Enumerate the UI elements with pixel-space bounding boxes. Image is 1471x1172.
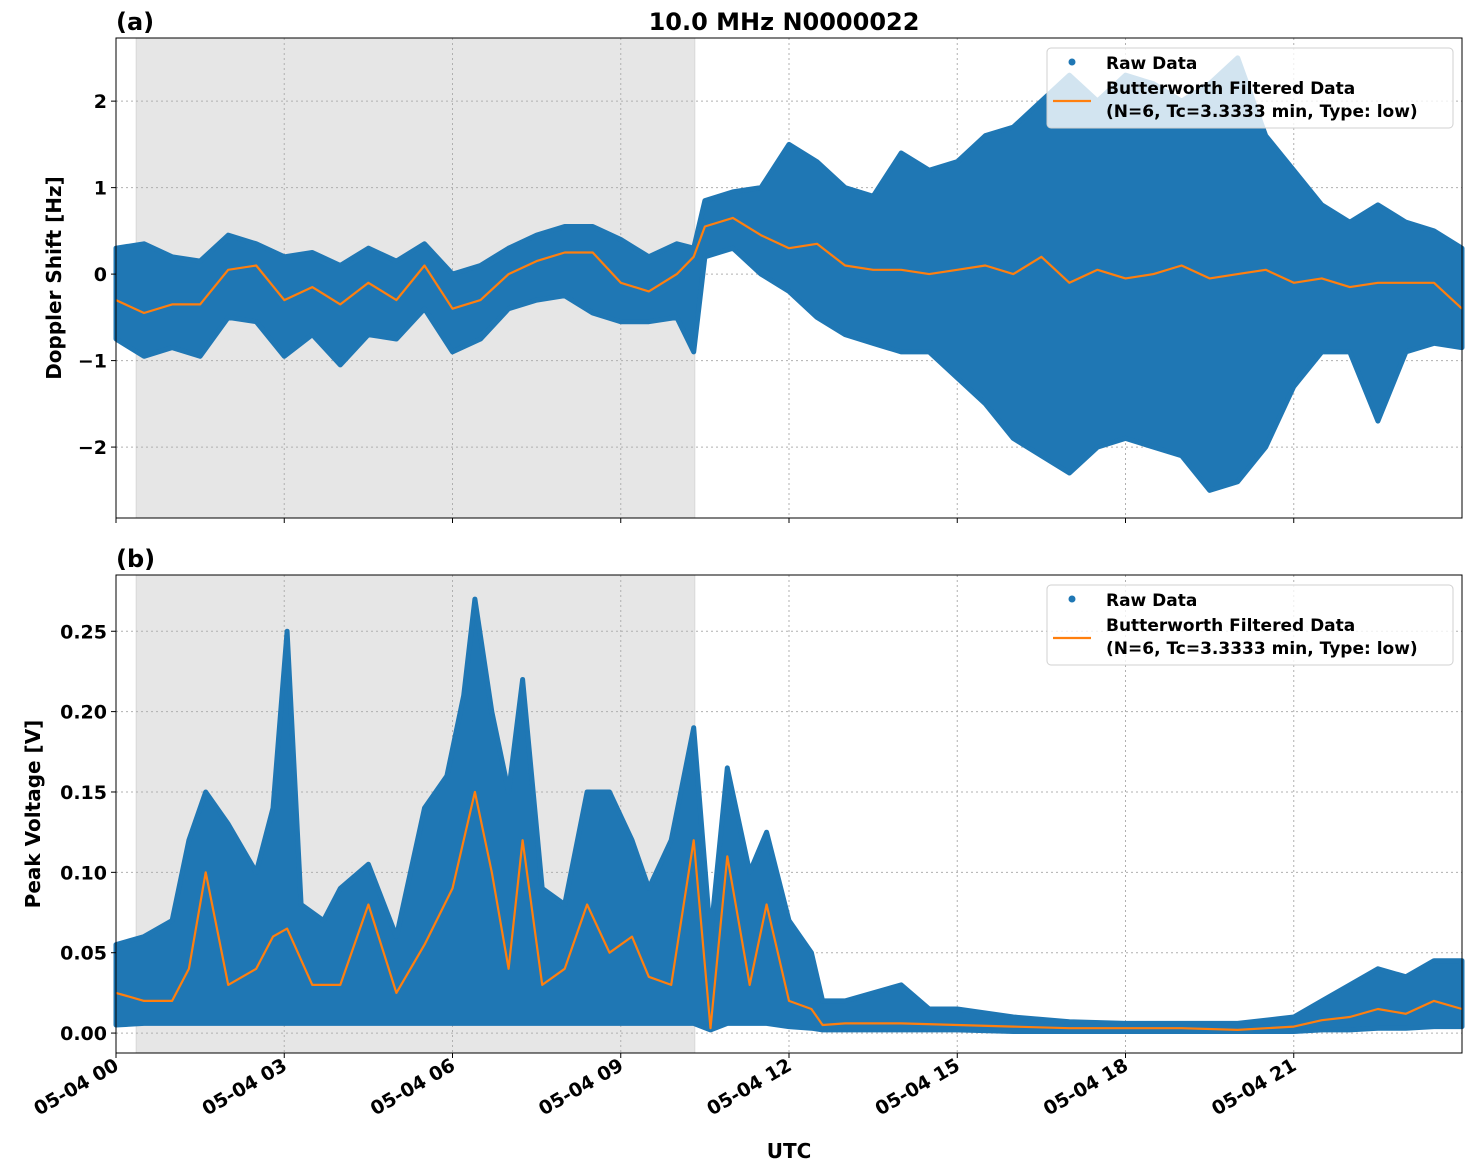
legend: Raw Data Butterworth Filtered Data (N=6, T…: [1046, 584, 1454, 666]
panel-b: 0.00 0.05 0.10 0.15 0.20 0.25 05-04 00 05-04 03…: [30, 574, 1465, 1120]
y-tick-label: 0.20: [60, 702, 107, 724]
y-axis-label-a: Doppler Shift [Hz]: [42, 176, 66, 380]
legend-entry: Raw Data: [1106, 591, 1197, 611]
x-axis-label: UTC: [767, 1139, 812, 1163]
legend-entry: Butterworth Filtered Data: [1106, 79, 1355, 99]
y-tick-label: 0.05: [60, 943, 107, 965]
filtered-data-line: [115, 216, 1463, 315]
legend-raw-marker: [1068, 58, 1076, 66]
filtered-data-line: [115, 790, 1463, 1032]
x-tick-label: 05-04 06: [367, 1054, 459, 1120]
chart-title: 10.0 MHz N0000022: [649, 8, 920, 36]
x-tick-label: 05-04 03: [198, 1054, 290, 1120]
x-tick-label: 05-04 18: [1040, 1054, 1132, 1120]
y-tick-label: 0: [94, 264, 107, 286]
legend-box: [1046, 584, 1454, 666]
legend: Raw Data Butterworth Filtered Data (N=6, T…: [1046, 47, 1454, 129]
x-tick-label: 05-04 09: [535, 1054, 627, 1120]
x-tick-label: 05-04 12: [703, 1054, 795, 1120]
legend-entry: (N=6, Tc=3.3333 min, Type: low): [1106, 639, 1418, 659]
x-tick-label: 05-04 21: [1208, 1054, 1300, 1120]
y-tick-label: 0.10: [60, 862, 107, 884]
panel-b-label: (b): [116, 545, 155, 573]
legend-entry: Raw Data: [1106, 54, 1197, 74]
legend-entry: Butterworth Filtered Data: [1106, 616, 1355, 636]
y-tick-label: 0.15: [60, 782, 107, 804]
legend-raw-marker: [1068, 595, 1076, 603]
x-tick-label: 05-04 00: [30, 1054, 122, 1120]
legend-entry: (N=6, Tc=3.3333 min, Type: low): [1106, 102, 1418, 122]
y-tick-label: 0.00: [60, 1023, 107, 1045]
y-tick-label: −2: [78, 437, 107, 459]
y-axis-label-b: Peak Voltage [V]: [21, 720, 45, 909]
y-tick-label: −1: [78, 351, 107, 373]
y-tick-label: 0.25: [60, 621, 107, 643]
legend-box: [1046, 47, 1454, 129]
y-tick-label: 1: [94, 178, 107, 200]
panel-a: 2 1 0 −1 −2 Raw Data Butterworth Filtered Data…: [78, 37, 1465, 523]
panel-a-label: (a): [116, 8, 154, 36]
x-tick-label: 05-04 15: [871, 1054, 963, 1120]
y-tick-label: 2: [94, 91, 107, 113]
